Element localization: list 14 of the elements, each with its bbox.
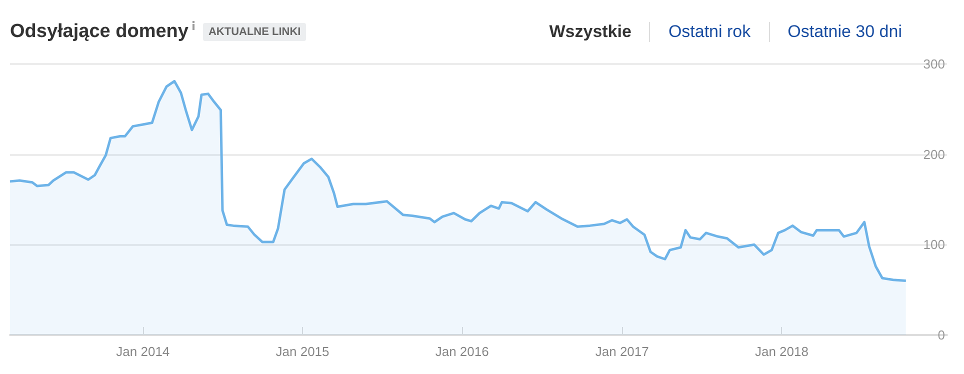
- text: AKTUALNE LINKI: [203, 23, 306, 41]
- x-tick-label: Jan 2018: [754, 344, 808, 359]
- x-tick-label: Jan 2015: [276, 344, 330, 359]
- x-tick-label: Jan 2014: [116, 344, 170, 359]
- y-tick-label: 0: [938, 328, 945, 342]
- y-tick-label: 200: [923, 146, 945, 162]
- y-tick-label: 300: [923, 56, 945, 72]
- text: Wszystkie: [548, 22, 632, 42]
- text: Ostatni rok: [649, 22, 769, 42]
- y-tick-label: 100: [923, 237, 945, 252]
- chart-title: Odsyłające domeny: [10, 21, 188, 43]
- x-tick-label: Jan 2017: [595, 344, 649, 359]
- x-tick-label: Jan 2016: [435, 344, 489, 359]
- text: Ostatnie 30 dni: [768, 22, 920, 42]
